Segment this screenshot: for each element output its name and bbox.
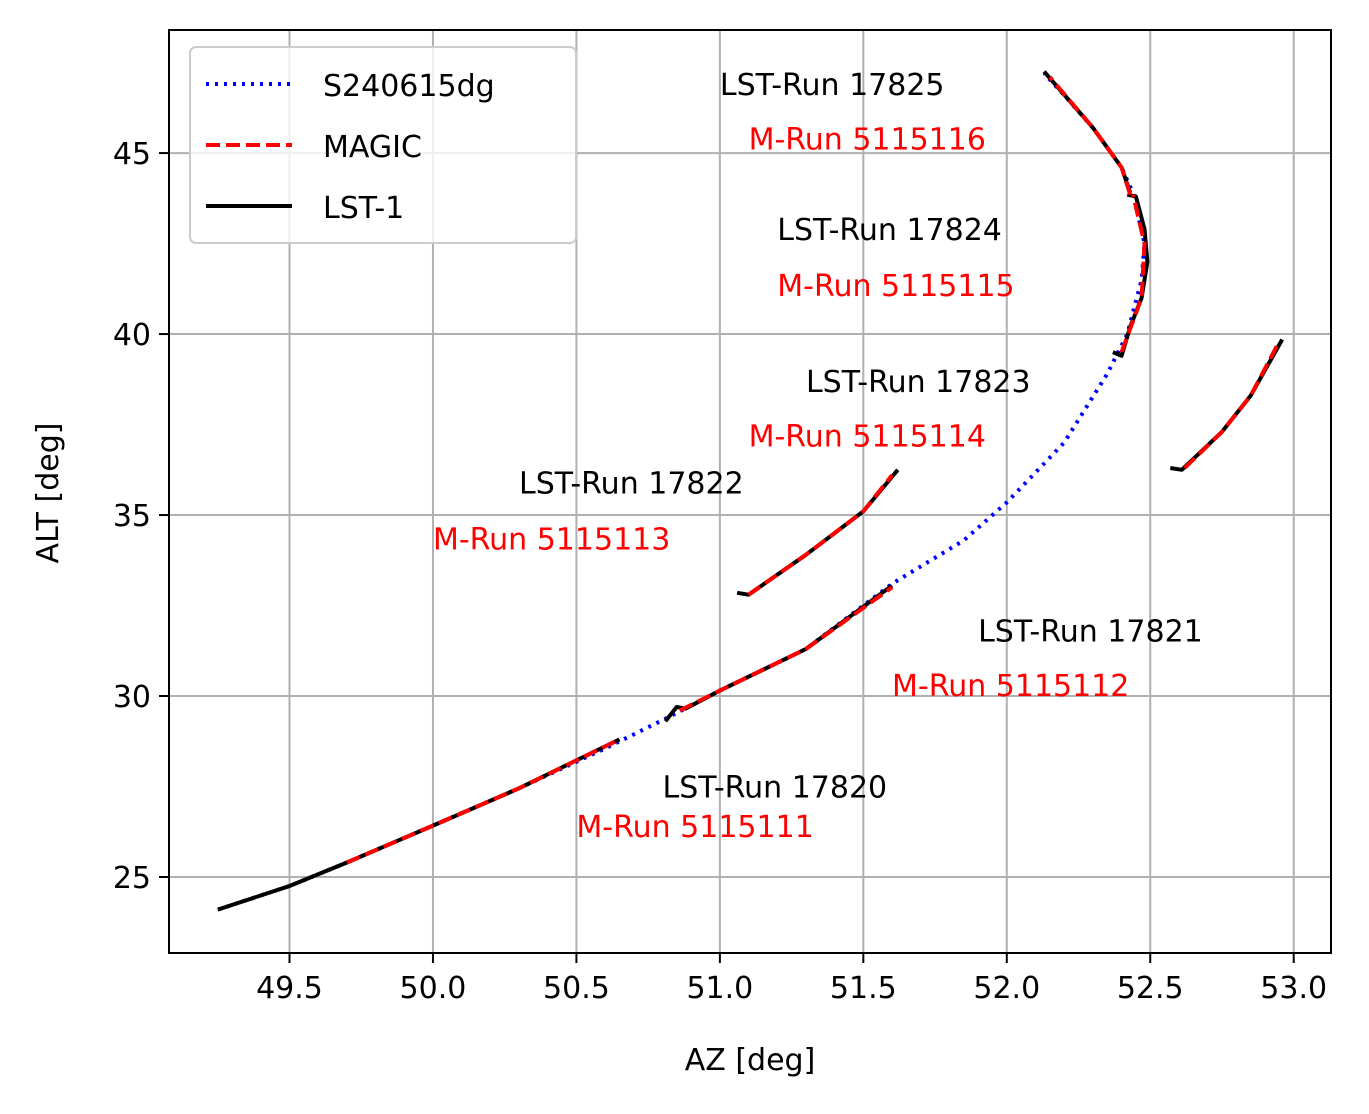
- series-magic-line-4: [1048, 75, 1133, 196]
- legend-label-lst1: LST-1: [323, 191, 404, 226]
- annotation-m-run-5115116: M-Run 5115116: [749, 122, 986, 157]
- series-magic-line-1: [678, 585, 894, 713]
- y-axis-ticks: 25 30 35 40 45: [113, 137, 169, 896]
- x-tick-label: 51.0: [686, 971, 753, 1006]
- series-magic-line-3: [1119, 194, 1147, 353]
- legend-box: [189, 46, 577, 244]
- annotation-lst-run-17820: LST-Run 17820: [662, 770, 887, 805]
- annotation-m-run-5115111: M-Run 5115111: [576, 810, 813, 845]
- axes-frame: [168, 29, 1332, 954]
- y-tick-label: 40: [113, 318, 151, 353]
- legend-label-magic: MAGIC: [323, 130, 422, 165]
- x-tick-label: 50.0: [400, 971, 467, 1006]
- series-magic-line-5: [1183, 340, 1282, 470]
- legend-label-s240615dg: S240615dg: [323, 69, 495, 104]
- x-tick-label: 51.5: [830, 971, 897, 1006]
- run-annotations: LST-Run 17825 M-Run 5115116 LST-Run 17824 M…: [433, 68, 1203, 845]
- x-tick-label: 52.0: [973, 971, 1040, 1006]
- annotation-m-run-5115113: M-Run 5115113: [433, 522, 670, 557]
- y-tick-label: 25: [113, 861, 151, 896]
- annotation-lst-run-17822: LST-Run 17822: [519, 466, 744, 501]
- annotation-m-run-5115114: M-Run 5115114: [749, 419, 986, 454]
- annotation-lst-run-17824: LST-Run 17824: [777, 213, 1002, 248]
- annotation-m-run-5115115: M-Run 5115115: [777, 269, 1014, 304]
- y-axis-label: ALT [deg]: [31, 423, 66, 564]
- series-magic-line-0: [346, 737, 621, 865]
- annotation-lst-run-17825: LST-Run 17825: [720, 68, 945, 103]
- x-tick-label: 49.5: [256, 971, 323, 1006]
- annotation-m-run-5115112: M-Run 5115112: [892, 669, 1129, 704]
- x-axis-ticks: 49.5 50.0 50.5 51.0 51.5 52.0 52.5 53.0: [256, 953, 1327, 1006]
- y-tick-label: 30: [113, 680, 151, 715]
- x-axis-label: AZ [deg]: [685, 1043, 816, 1078]
- x-tick-label: 50.5: [543, 971, 610, 1006]
- annotation-lst-run-17823: LST-Run 17823: [806, 365, 1031, 400]
- series-lines: [217, 70, 1284, 912]
- series-magic-line-2: [747, 473, 894, 597]
- x-tick-label: 52.5: [1117, 971, 1184, 1006]
- x-tick-label: 53.0: [1260, 971, 1327, 1006]
- y-tick-label: 35: [113, 499, 151, 534]
- legend: S240615dg MAGIC LST-1: [189, 46, 577, 244]
- y-tick-label: 45: [113, 137, 151, 172]
- annotation-lst-run-17821: LST-Run 17821: [978, 615, 1203, 650]
